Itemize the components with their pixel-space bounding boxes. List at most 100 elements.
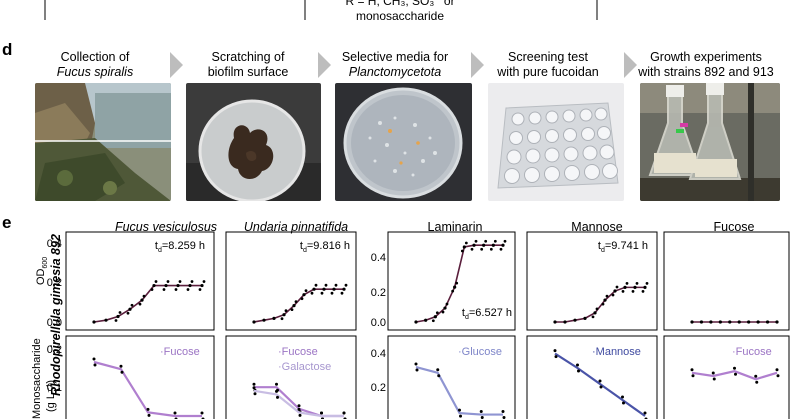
growth-data-point bbox=[709, 320, 713, 324]
mono-data-point bbox=[776, 374, 780, 378]
growth-data-point bbox=[553, 320, 557, 324]
mono-tick-label: 0.2 bbox=[47, 344, 62, 356]
growth-data-point bbox=[128, 307, 132, 311]
growth-data-point bbox=[174, 288, 178, 291]
growth-data-point bbox=[324, 283, 328, 287]
step-arrow-icon bbox=[170, 52, 183, 78]
photo-fucus-collection bbox=[35, 83, 171, 201]
growth-data-point bbox=[645, 281, 649, 285]
growth-data-point bbox=[154, 280, 158, 283]
growth-plot-frame bbox=[526, 231, 658, 331]
od-tick-label: 0.2 bbox=[371, 287, 386, 299]
growth-curve-line bbox=[93, 284, 202, 323]
growth-data-point bbox=[563, 320, 567, 324]
mono-data-point bbox=[298, 413, 302, 417]
growth-data-point bbox=[699, 320, 704, 324]
column-title-undaria-pinnatifida: Undaria pinnatifida bbox=[243, 220, 349, 234]
mono-data-point bbox=[691, 374, 695, 378]
step-title-line1: Collection of bbox=[60, 50, 130, 64]
od-tick-label: 0.2 bbox=[47, 277, 62, 289]
growth-data-point bbox=[472, 243, 476, 247]
panel-e-letter: e bbox=[2, 213, 12, 232]
step-title-screening: Screening test with pure fucoidan bbox=[478, 50, 618, 80]
growth-data-point bbox=[116, 314, 120, 319]
growth-data-point bbox=[126, 311, 130, 315]
growth-data-point bbox=[583, 316, 587, 320]
growth-data-point bbox=[92, 320, 96, 324]
growth-plot-frame bbox=[387, 231, 516, 331]
photo-screening-plate bbox=[488, 83, 624, 201]
growth-data-point bbox=[424, 318, 428, 322]
column-title-laminarin: Laminarin bbox=[427, 220, 483, 234]
mono-data-point bbox=[598, 379, 602, 383]
growth-data-point bbox=[330, 291, 334, 295]
mono-curve-line bbox=[691, 370, 778, 381]
growth-data-point bbox=[493, 239, 497, 243]
growth-data-point bbox=[431, 319, 435, 323]
mono-data-point bbox=[275, 389, 278, 393]
growth-data-point bbox=[186, 288, 190, 291]
growth-data-point bbox=[294, 300, 298, 303]
growth-data-point bbox=[503, 239, 507, 243]
growth-data-point bbox=[310, 291, 314, 295]
mono-data-point bbox=[754, 374, 758, 378]
sugar-legend: ·Galactose bbox=[278, 361, 331, 373]
growth-data-point bbox=[334, 283, 338, 287]
photo-biofilm-scratching bbox=[186, 83, 321, 201]
growth-data-point bbox=[635, 281, 639, 285]
growth-data-point bbox=[322, 287, 326, 291]
growth-data-point bbox=[282, 313, 286, 317]
growth-data-point bbox=[284, 309, 288, 313]
mono-data-point bbox=[436, 368, 440, 372]
mono-tick-label: 0.1 bbox=[47, 382, 62, 394]
growth-data-point bbox=[464, 241, 468, 245]
growth-data-point bbox=[775, 320, 779, 324]
mono-curve-line bbox=[554, 352, 646, 417]
mono-data-point bbox=[775, 368, 779, 372]
od-tick-label: 0.0 bbox=[47, 317, 62, 329]
panel-d-letter: d bbox=[2, 40, 13, 59]
growth-data-point bbox=[150, 288, 154, 291]
growth-data-point bbox=[633, 285, 637, 289]
mono-data-point bbox=[458, 408, 461, 412]
growth-data-point bbox=[615, 285, 619, 289]
growth-data-point bbox=[443, 306, 447, 310]
growth-data-point bbox=[433, 315, 437, 319]
step-title-line1: Scratching of bbox=[211, 50, 285, 64]
column-title-fucose: Fucose bbox=[713, 220, 755, 234]
growth-data-point bbox=[591, 315, 595, 319]
growth-data-point bbox=[312, 287, 316, 291]
growth-data-point bbox=[474, 239, 478, 243]
growth-data-point bbox=[272, 316, 276, 320]
mono-data-point bbox=[643, 411, 647, 415]
mono-data-point bbox=[459, 414, 462, 418]
step-arrow-icon bbox=[471, 52, 484, 78]
growth-data-point bbox=[489, 247, 493, 251]
mono-data-point bbox=[297, 407, 301, 411]
growth-data-point bbox=[414, 320, 418, 324]
growth-data-point bbox=[621, 289, 625, 293]
growth-data-point bbox=[718, 320, 722, 324]
growth-data-point bbox=[164, 283, 168, 288]
step-arrow-icon bbox=[624, 52, 637, 78]
od-tick-label: 0.0 bbox=[371, 317, 386, 329]
growth-plot-frame bbox=[65, 231, 215, 331]
growth-data-point bbox=[292, 304, 296, 308]
growth-data-point bbox=[280, 317, 284, 321]
growth-data-point bbox=[737, 320, 741, 324]
growth-plot-frame bbox=[663, 231, 790, 331]
mono-data-point bbox=[577, 369, 580, 373]
mono-data-point bbox=[173, 411, 177, 415]
mono-data-point bbox=[501, 410, 505, 414]
mono-data-point bbox=[712, 377, 716, 381]
step-title-collection: Collection of Fucus spiralis bbox=[25, 50, 165, 80]
mono-data-point bbox=[576, 363, 579, 367]
mono-tick-label: 0.4 bbox=[371, 348, 386, 360]
growth-data-point bbox=[573, 318, 577, 322]
photo-growth-flasks bbox=[640, 83, 780, 201]
growth-data-point bbox=[756, 320, 760, 324]
growth-data-point bbox=[130, 303, 134, 307]
mono-curve-line bbox=[93, 360, 202, 418]
mono-data-point bbox=[734, 372, 737, 376]
growth-data-point bbox=[140, 298, 144, 302]
